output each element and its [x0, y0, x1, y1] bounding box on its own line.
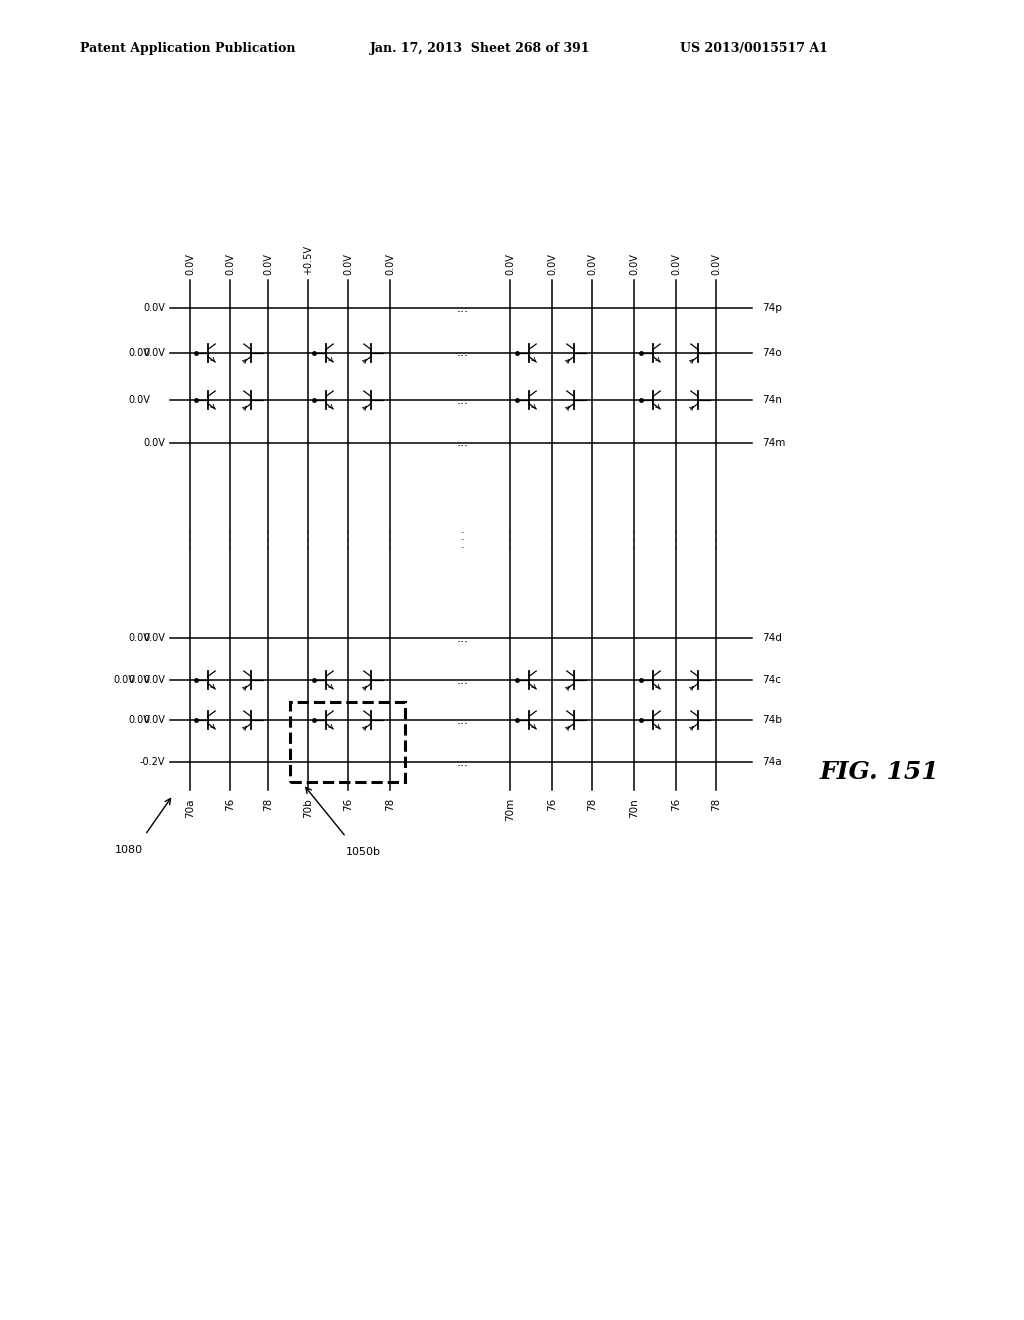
Text: 74p: 74p [762, 304, 782, 313]
Text: ·
·
·: · · · [266, 528, 269, 553]
Text: ...: ... [457, 301, 469, 314]
Text: 0.0V: 0.0V [113, 675, 135, 685]
Text: 76: 76 [547, 799, 557, 812]
Text: 74d: 74d [762, 634, 782, 643]
Text: 76: 76 [225, 799, 234, 812]
Text: ·
·
·: · · · [228, 528, 231, 553]
Text: ...: ... [457, 437, 469, 450]
Text: 76: 76 [343, 799, 353, 812]
Text: ·
·
·: · · · [508, 528, 512, 553]
Bar [290, 702, 406, 781]
Text: ·
·
·: · · · [188, 528, 191, 553]
Text: 78: 78 [587, 799, 597, 812]
Text: 0.0V: 0.0V [128, 634, 150, 643]
Text: 0.0V: 0.0V [128, 395, 150, 405]
Text: 0.0V: 0.0V [143, 715, 165, 725]
Text: 74o: 74o [762, 348, 781, 358]
Text: 78: 78 [711, 799, 721, 812]
Text: Patent Application Publication: Patent Application Publication [80, 42, 296, 55]
Text: ·
·
·: · · · [590, 528, 594, 553]
Text: 0.0V: 0.0V [225, 253, 234, 275]
Text: 0.0V: 0.0V [143, 634, 165, 643]
Text: ·
·
·: · · · [674, 528, 678, 553]
Text: 70b: 70b [303, 799, 313, 818]
Text: 0.0V: 0.0V [629, 253, 639, 275]
Text: 0.0V: 0.0V [128, 348, 150, 358]
Text: 1080: 1080 [115, 845, 143, 855]
Text: 0.0V: 0.0V [671, 253, 681, 275]
Text: 74n: 74n [762, 395, 782, 405]
Text: US 2013/0015517 A1: US 2013/0015517 A1 [680, 42, 827, 55]
Text: 1050b: 1050b [346, 847, 381, 857]
Text: ·
·
·: · · · [461, 528, 464, 553]
Text: ·
·
·: · · · [306, 528, 310, 553]
Text: 74m: 74m [762, 438, 785, 447]
Text: 0.0V: 0.0V [128, 675, 150, 685]
Text: 70m: 70m [505, 799, 515, 821]
Text: ...: ... [457, 673, 469, 686]
Text: 0.0V: 0.0V [185, 253, 195, 275]
Text: ·
·
·: · · · [550, 528, 554, 553]
Text: Jan. 17, 2013  Sheet 268 of 391: Jan. 17, 2013 Sheet 268 of 391 [370, 42, 591, 55]
Text: 78: 78 [385, 799, 395, 812]
Text: ...: ... [457, 393, 469, 407]
Text: 74a: 74a [762, 756, 781, 767]
Text: 0.0V: 0.0V [263, 253, 273, 275]
Text: 0.0V: 0.0V [547, 253, 557, 275]
Text: 74b: 74b [762, 715, 782, 725]
Text: ·
·
·: · · · [346, 528, 350, 553]
Text: ·
·
·: · · · [714, 528, 718, 553]
Text: 0.0V: 0.0V [128, 715, 150, 725]
Text: 0.0V: 0.0V [385, 253, 395, 275]
Text: 70n: 70n [629, 799, 639, 818]
Text: 76: 76 [671, 799, 681, 812]
Text: FIG. 151: FIG. 151 [820, 760, 940, 784]
Text: ·
·
·: · · · [388, 528, 392, 553]
Text: ...: ... [457, 755, 469, 768]
Text: -0.2V: -0.2V [139, 756, 165, 767]
Text: 78: 78 [263, 799, 273, 812]
Text: ...: ... [457, 714, 469, 726]
Text: +0.5V: +0.5V [303, 246, 313, 275]
Text: 0.0V: 0.0V [143, 348, 165, 358]
Text: 70a: 70a [185, 799, 195, 817]
Text: 0.0V: 0.0V [143, 438, 165, 447]
Text: 0.0V: 0.0V [143, 675, 165, 685]
Text: ·
·
·: · · · [632, 528, 636, 553]
Text: ...: ... [457, 631, 469, 644]
Text: ...: ... [457, 346, 469, 359]
Text: 0.0V: 0.0V [711, 253, 721, 275]
Text: 74c: 74c [762, 675, 781, 685]
Text: 0.0V: 0.0V [587, 253, 597, 275]
Text: 0.0V: 0.0V [343, 253, 353, 275]
Text: 0.0V: 0.0V [143, 304, 165, 313]
Text: 0.0V: 0.0V [505, 253, 515, 275]
